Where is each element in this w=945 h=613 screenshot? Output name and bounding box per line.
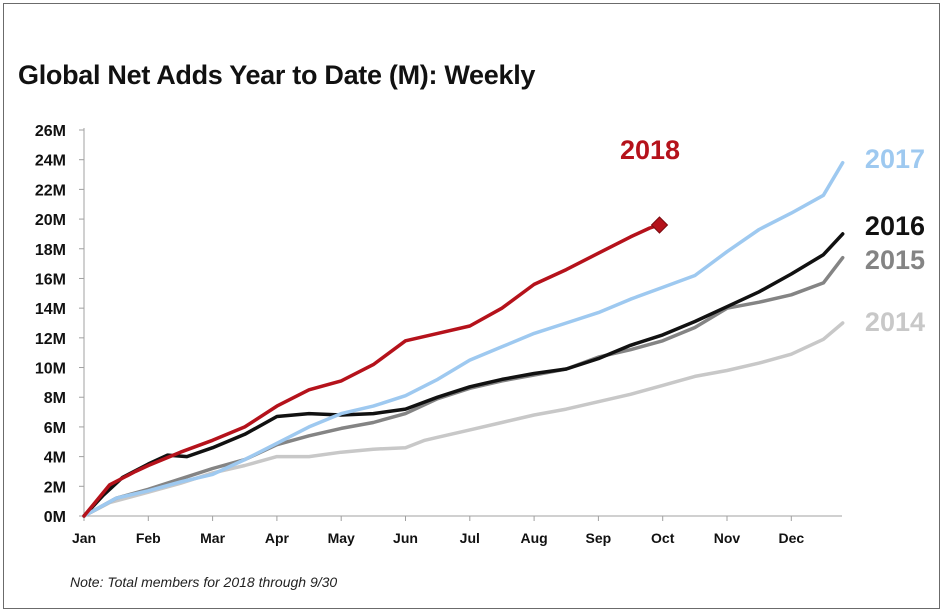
y-tick-label: 26M: [35, 123, 66, 140]
chart-axes: 0M 2M 4M 6M 8M 10M 12M 14M 16M 18M 20M 22M 24M 26M Jan…: [35, 123, 842, 546]
chart-lines: [82, 160, 845, 518]
x-tick-label: May: [328, 530, 355, 546]
series-labels: 2014 2015 2016 2017 2018: [620, 135, 925, 337]
x-tick-label: Dec: [778, 530, 804, 546]
chart-frame: [3, 3, 940, 609]
series-line-2018: [82, 223, 662, 518]
chart-title: Global Net Adds Year to Date (M): Weekly: [18, 60, 536, 90]
series-2018-end-marker: [650, 216, 669, 234]
y-tick-label: 2M: [44, 479, 66, 496]
series-line-2014: [82, 321, 845, 518]
x-tick-label: Nov: [714, 530, 741, 546]
x-tick-label: Sep: [586, 530, 612, 546]
y-tick-label: 24M: [35, 153, 66, 170]
y-tick-label: 12M: [35, 331, 66, 348]
series-label-2017: 2017: [865, 144, 925, 174]
chart-note: Note: Total members for 2018 through 9/3…: [70, 574, 338, 590]
y-tick-label: 10M: [35, 361, 66, 378]
y-tick-label: 14M: [35, 301, 66, 318]
x-tick-label: Jan: [72, 530, 96, 546]
y-tick-label: 6M: [44, 420, 66, 437]
x-tick-label: Feb: [136, 530, 161, 546]
x-tick-label: Oct: [651, 530, 675, 546]
y-tick-label: 8M: [44, 390, 66, 407]
x-tick-label: Aug: [520, 530, 547, 546]
y-tick-label: 20M: [35, 212, 66, 229]
series-label-2016: 2016: [865, 211, 925, 241]
y-tick-label: 22M: [35, 182, 66, 199]
x-tick-label: Jul: [460, 530, 480, 546]
y-tick-label: 18M: [35, 242, 66, 259]
y-tick-label: 16M: [35, 271, 66, 288]
x-tick-label: Mar: [200, 530, 225, 546]
series-line-2017: [82, 160, 845, 518]
series-label-2014: 2014: [865, 307, 925, 337]
y-tick-label: 0M: [44, 509, 66, 526]
series-label-2015: 2015: [865, 245, 925, 275]
x-tick-label: Jun: [393, 530, 418, 546]
y-tick-label: 4M: [44, 450, 66, 467]
series-label-2018: 2018: [620, 135, 680, 165]
x-tick-label: Apr: [265, 530, 290, 546]
